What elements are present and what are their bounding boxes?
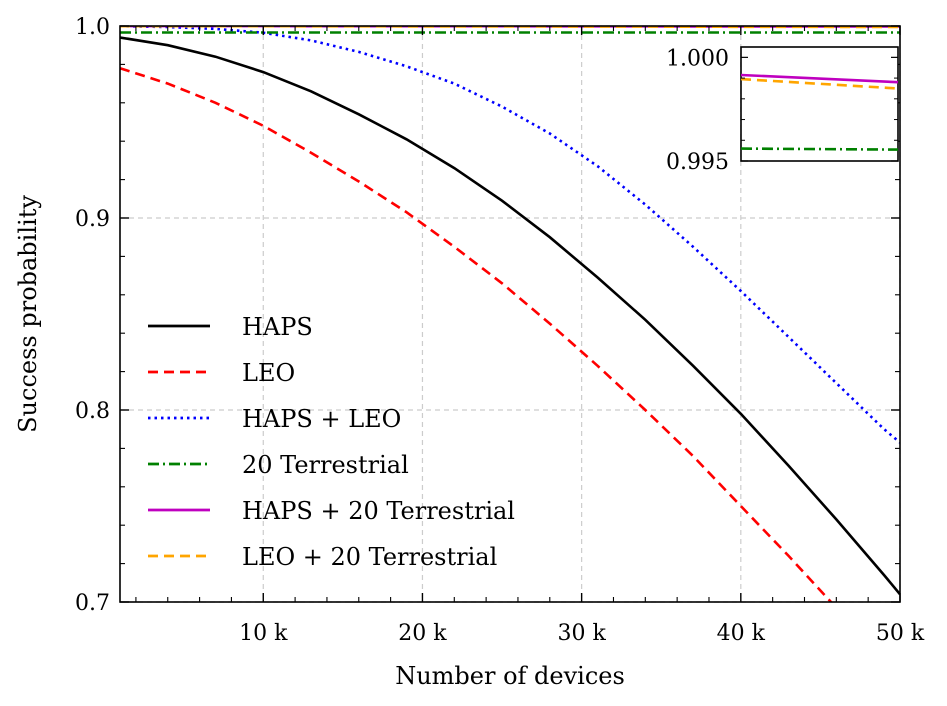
y-axis-title: Success probability — [14, 195, 42, 433]
x-tick-label-0: 10 k — [239, 621, 288, 646]
x-tick-label-2: 30 k — [557, 621, 606, 646]
series-line-0 — [120, 36, 900, 596]
legend-label-1: LEO — [242, 359, 295, 387]
legend-label-5: LEO + 20 Terrestrial — [242, 543, 497, 571]
legend-label-4: HAPS + 20 Terrestrial — [242, 497, 515, 525]
legend-label-2: HAPS + LEO — [242, 405, 401, 433]
axis-ticks — [120, 25, 901, 603]
y-tick-label-3: 1.0 — [75, 15, 110, 40]
inset-frame — [740, 46, 899, 162]
x-axis-title: Number of devices — [395, 662, 625, 690]
legend: HAPS LEO HAPS + LEO 20 Terrestrial HAPS + 20… — [148, 313, 515, 571]
legend-label-0: HAPS — [242, 313, 313, 341]
inset-zoom-plot: 1.000 0.995 — [666, 46, 899, 175]
inset-y-tick-label-0: 1.000 — [666, 46, 729, 71]
x-tick-label-4: 50 k — [876, 621, 925, 646]
legend-label-3: 20 Terrestrial — [242, 451, 409, 479]
series-line-1 — [120, 66, 833, 602]
inset-y-tick-label-1: 0.995 — [666, 150, 729, 175]
y-tick-label-2: 0.9 — [75, 207, 110, 232]
y-tick-label-1: 0.8 — [75, 399, 110, 424]
inset-series-line-1 — [740, 77, 899, 90]
inset-series-line-0 — [740, 73, 899, 84]
inset-series-line-2 — [740, 147, 899, 151]
x-tick-label-3: 40 k — [717, 621, 766, 646]
x-tick-label-1: 20 k — [398, 621, 447, 646]
plot-frame — [119, 25, 901, 603]
y-tick-label-0: 0.7 — [75, 591, 110, 616]
series-line-2 — [120, 26, 900, 444]
tick-labels: 10 k 20 k 30 k 40 k 50 k 0.7 0.8 0.9 1.0 — [75, 15, 925, 646]
